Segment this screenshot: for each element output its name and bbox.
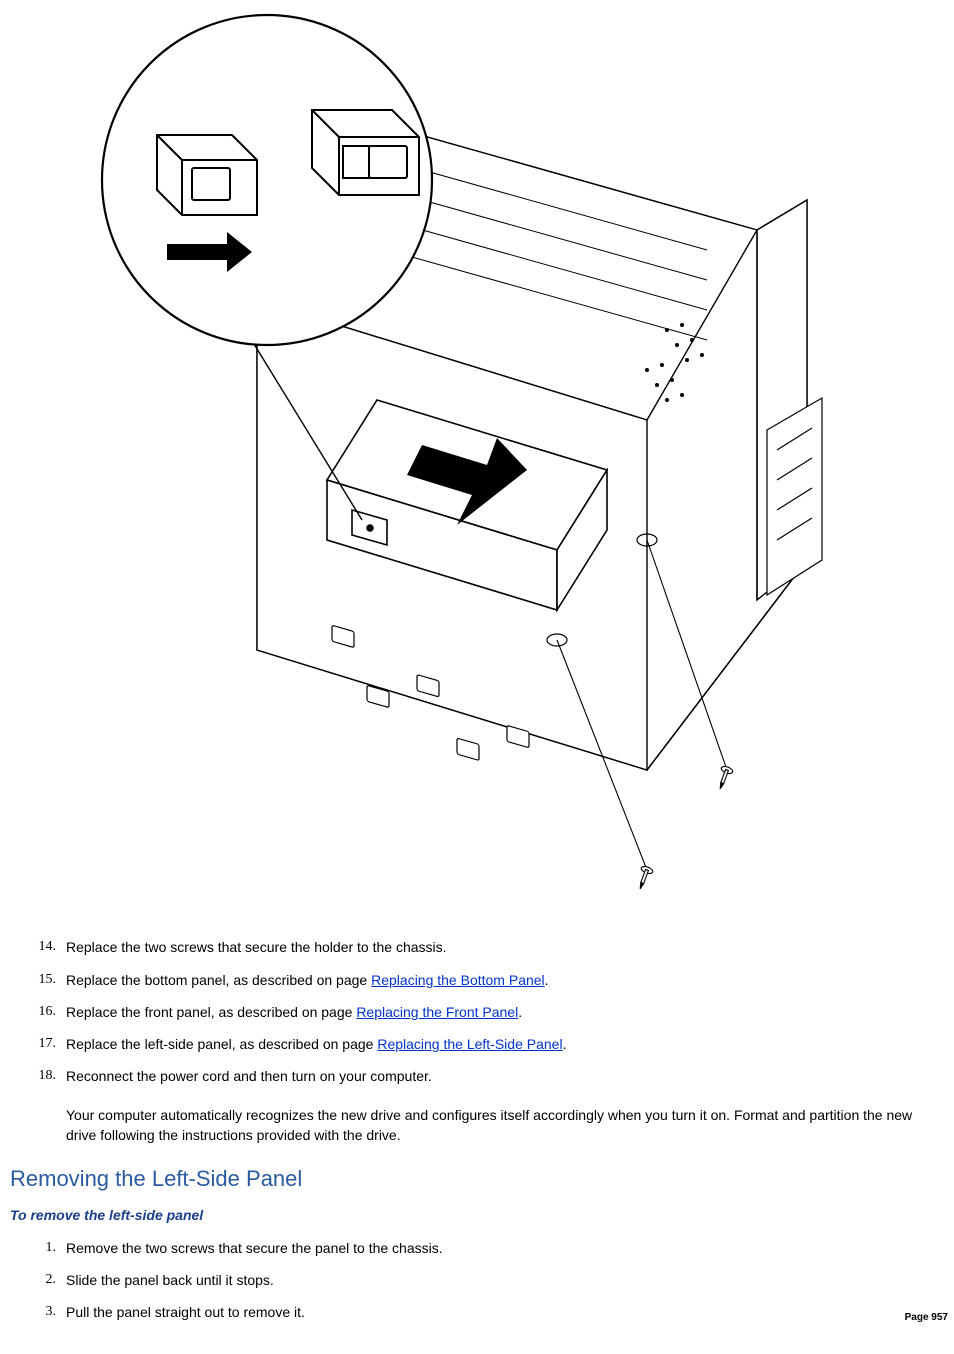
step-17: 17. Replace the left-side panel, as desc… (46, 1034, 944, 1054)
step-16: 16. Replace the front panel, as describe… (46, 1002, 944, 1022)
step-pre: Replace the bottom panel, as described o… (66, 972, 371, 988)
substep-3: 3. Pull the panel straight out to remove… (46, 1302, 944, 1322)
step-text: Replace the bottom panel, as described o… (66, 972, 549, 988)
link-bottom-panel[interactable]: Replacing the Bottom Panel (371, 972, 545, 988)
step-text: Replace the front panel, as described on… (66, 1004, 522, 1020)
step-number: 17. (26, 1034, 56, 1054)
step-pre: Replace the left-side panel, as describe… (66, 1036, 377, 1052)
step-text: Replace the left-side panel, as describe… (66, 1036, 566, 1052)
step-pre: Replace the front panel, as described on… (66, 1004, 356, 1020)
step-text: Slide the panel back until it stops. (66, 1272, 274, 1288)
install-steps-list: 14. Replace the two screws that secure t… (10, 937, 944, 1086)
step-18: 18. Reconnect the power cord and then tu… (46, 1066, 944, 1086)
step-14: 14. Replace the two screws that secure t… (46, 937, 944, 957)
step-number: 1. (26, 1238, 56, 1258)
step-post: . (545, 972, 549, 988)
section-heading-removing-left-panel: Removing the Left-Side Panel (10, 1163, 944, 1195)
drive-install-diagram (87, 0, 867, 900)
remove-panel-steps: 1. Remove the two screws that secure the… (10, 1238, 944, 1323)
step-15: 15. Replace the bottom panel, as describ… (46, 970, 944, 990)
step-18-followup: Your computer automatically recognizes t… (66, 1105, 944, 1146)
substep-1: 1. Remove the two screws that secure the… (46, 1238, 944, 1258)
subsection-heading: To remove the left-side panel (10, 1205, 944, 1225)
step-number: 2. (26, 1270, 56, 1290)
step-text: Pull the panel straight out to remove it… (66, 1304, 305, 1320)
substep-2: 2. Slide the panel back until it stops. (46, 1270, 944, 1290)
step-number: 3. (26, 1302, 56, 1322)
step-number: 15. (26, 970, 56, 990)
step-number: 18. (26, 1066, 56, 1086)
link-leftside-panel[interactable]: Replacing the Left-Side Panel (377, 1036, 562, 1052)
step-number: 16. (26, 1002, 56, 1022)
step-post: . (563, 1036, 567, 1052)
step-text: Remove the two screws that secure the pa… (66, 1240, 443, 1256)
step-post: . (518, 1004, 522, 1020)
figure-drive-holder (10, 0, 944, 925)
step-text: Replace the two screws that secure the h… (66, 939, 447, 955)
step-number: 14. (26, 937, 56, 957)
step-text: Reconnect the power cord and then turn o… (66, 1068, 432, 1084)
link-front-panel[interactable]: Replacing the Front Panel (356, 1004, 518, 1020)
page-number: Page 957 (905, 1311, 948, 1326)
